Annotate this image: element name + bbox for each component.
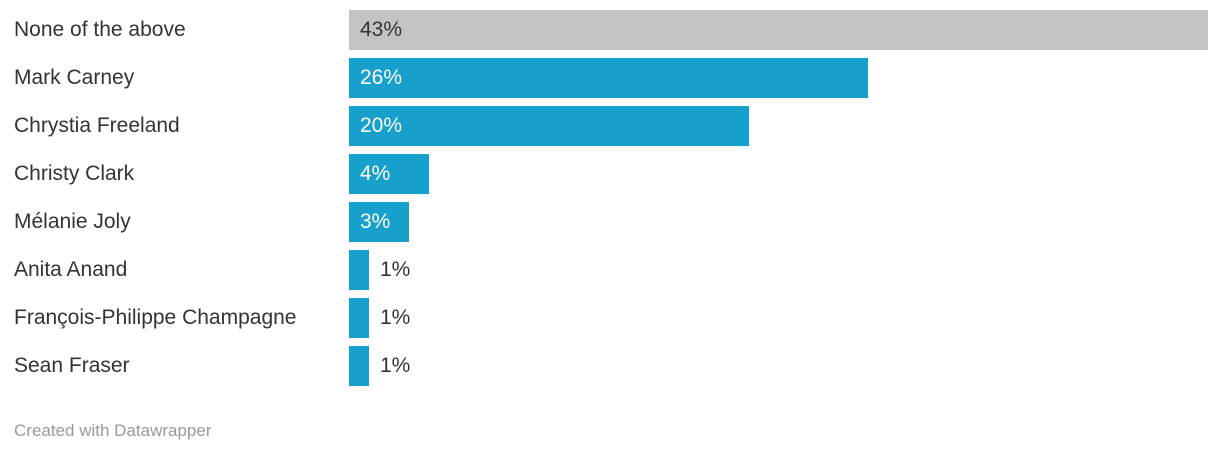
value-label-outside: 1% [379, 306, 411, 329]
bar-area: 4% [349, 154, 1208, 194]
category-label: Mélanie Joly [14, 210, 131, 233]
bar: 20% [349, 106, 749, 146]
bar-area: 3% [349, 202, 1208, 242]
category-label: François-Philippe Champagne [14, 306, 297, 329]
chart-row: Anita Anand 1% [0, 250, 1220, 298]
category-label: Mark Carney [14, 66, 135, 89]
chart-row: Sean Fraser 1% [0, 346, 1220, 394]
category-label: Sean Fraser [14, 354, 130, 377]
bar-area: 43% [349, 10, 1208, 50]
value-label-inside: 43% [360, 18, 403, 41]
chart-row: Christy Clark 4% [0, 154, 1220, 202]
value-label-inside: 20% [360, 114, 403, 137]
bar: 3% [349, 202, 409, 242]
bar [349, 298, 369, 338]
value-label-outside: 1% [379, 258, 411, 281]
category-label: None of the above [14, 18, 186, 41]
chart-row: Chrystia Freeland 20% [0, 106, 1220, 154]
value-label-inside: 3% [360, 210, 391, 233]
datawrapper-attribution-link[interactable]: Created with Datawrapper [14, 421, 212, 440]
value-label-outside: 1% [379, 354, 411, 377]
bar-area: 20% [349, 106, 1208, 146]
bar-rows: None of the above 43% Mark Carney 26% Ch… [0, 10, 1220, 394]
category-label: Chrystia Freeland [14, 114, 180, 137]
bar [349, 346, 369, 386]
bar [349, 250, 369, 290]
value-label-inside: 26% [360, 66, 403, 89]
category-label: Anita Anand [14, 258, 128, 281]
chart-row: None of the above 43% [0, 10, 1220, 58]
bar: 26% [349, 58, 869, 98]
bar-area: 1% [349, 298, 1208, 338]
bar-area: 26% [349, 58, 1208, 98]
bar: 4% [349, 154, 429, 194]
bar-area: 1% [349, 250, 1208, 290]
category-label: Christy Clark [14, 162, 135, 185]
chart-row: François-Philippe Champagne 1% [0, 298, 1220, 346]
bar: 43% [349, 10, 1208, 50]
chart-row: Mark Carney 26% [0, 58, 1220, 106]
value-label-inside: 4% [360, 162, 391, 185]
chart-row: Mélanie Joly 3% [0, 202, 1220, 250]
bar-area: 1% [349, 346, 1208, 386]
